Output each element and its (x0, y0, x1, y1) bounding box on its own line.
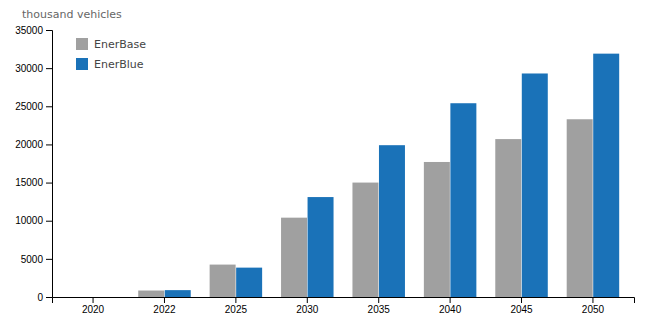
tick-mark (46, 106, 52, 107)
tick-label: 25000 (15, 101, 43, 112)
tick-label: 0 (37, 292, 43, 303)
tick: 2025 (225, 297, 248, 315)
tick: 30000 (15, 63, 52, 74)
tick-label: 35000 (15, 25, 43, 36)
bar (210, 265, 236, 297)
tick-mark (164, 297, 165, 303)
bars (138, 54, 619, 297)
tick-label: 2050 (582, 304, 605, 315)
tick: 20000 (15, 139, 52, 150)
legend-swatch (76, 58, 88, 70)
plot: 0500010000150002000025000300003500020202… (15, 25, 634, 315)
legend-swatch (76, 38, 88, 50)
legend: EnerBase EnerBlue (76, 38, 146, 71)
tick: 0 (37, 292, 52, 303)
bar (67, 297, 93, 298)
tick: 2050 (582, 297, 605, 315)
bar (567, 119, 593, 297)
bar (424, 162, 450, 297)
bar (281, 218, 307, 297)
tick-mark (46, 68, 52, 69)
tick-mark (46, 221, 52, 222)
tick-mark (378, 297, 379, 303)
legend-item: EnerBase (76, 38, 146, 51)
tick-label: 20000 (15, 139, 43, 150)
tick-label: 2020 (82, 304, 105, 315)
tick-label: 30000 (15, 63, 43, 74)
tick-mark (450, 297, 451, 303)
tick-mark (46, 297, 52, 298)
tick: 2020 (82, 297, 105, 315)
tick-mark (307, 297, 308, 303)
bar (352, 183, 378, 297)
tick-label: 5000 (21, 254, 44, 265)
legend-item: EnerBlue (76, 58, 144, 71)
x-axis: 2020 2022 2025 2030 2035 2040 2045 2050 (53, 297, 635, 315)
bar (593, 54, 619, 297)
tick: 10000 (15, 215, 52, 226)
bar (522, 73, 548, 297)
tick-mark (592, 297, 593, 303)
y-axis: 0 5000 10000 15000 20000 25000 30000 35000 (15, 25, 52, 303)
tick: 35000 (15, 25, 52, 36)
series (165, 54, 619, 297)
tick: 5000 (21, 254, 52, 265)
y-axis-title: thousand vehicles (22, 8, 122, 21)
tick-mark (46, 30, 52, 31)
tick-label: 2040 (439, 304, 462, 315)
legend-label: EnerBase (94, 38, 146, 51)
axis-line (53, 298, 635, 304)
tick: 25000 (15, 101, 52, 112)
bar (165, 290, 191, 297)
bar (93, 297, 119, 298)
bar (138, 291, 164, 297)
bar (308, 197, 334, 297)
tick-mark (521, 297, 522, 303)
tick: 15000 (15, 177, 52, 188)
tick: 2030 (296, 297, 319, 315)
tick-label: 2022 (153, 304, 176, 315)
tick: 2035 (368, 297, 391, 315)
axis-line (46, 31, 53, 298)
tick: 2022 (153, 297, 176, 315)
tick-mark (235, 297, 236, 303)
legend-label: EnerBlue (94, 58, 144, 71)
tick-mark (46, 144, 52, 145)
tick-label: 2030 (296, 304, 319, 315)
bar (236, 268, 262, 297)
tick-label: 2045 (510, 304, 533, 315)
tick: 2040 (439, 297, 462, 315)
tick-mark (46, 183, 52, 184)
bar (450, 103, 476, 297)
chart: 0500010000150002000025000300003500020202… (0, 0, 650, 323)
tick-label: 15000 (15, 177, 43, 188)
bar (495, 139, 521, 297)
tick-mark (46, 259, 52, 260)
tick-label: 10000 (15, 215, 43, 226)
bar (379, 145, 405, 297)
tick-label: 2035 (368, 304, 391, 315)
tick-mark (93, 297, 94, 303)
tick-label: 2025 (225, 304, 248, 315)
tick: 2045 (510, 297, 533, 315)
